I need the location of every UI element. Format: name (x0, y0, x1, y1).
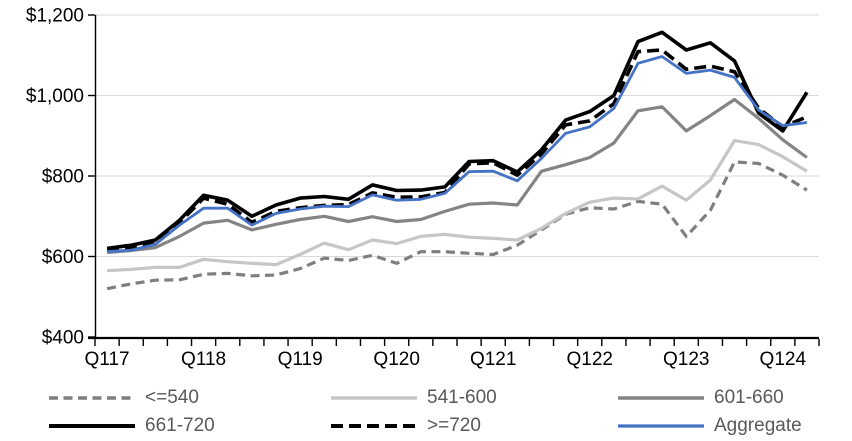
svg-text:Q120: Q120 (373, 349, 419, 370)
legend-swatch-lte-540-icon (49, 396, 135, 400)
legend-label-601-660: 601-660 (714, 387, 784, 408)
series-line-2 (106, 97, 808, 255)
svg-text:$600: $600 (42, 247, 84, 268)
svg-text:Q121: Q121 (470, 349, 516, 370)
legend-item-601-660: 601-660 (617, 386, 784, 410)
svg-text:Q118: Q118 (181, 349, 226, 370)
legend-item-aggregate: Aggregate (617, 414, 802, 438)
legend-swatch-661-720-icon (49, 424, 135, 428)
legend-swatch-gte-720-icon (331, 424, 417, 428)
y-axis-tick-labels: $400 $600 $800 $1,000 $1,200 (26, 6, 84, 349)
axes (88, 14, 820, 346)
x-axis-tick-labels: Q117 Q118 Q119 Q120 Q121 Q122 Q123 Q124 (85, 349, 807, 370)
legend-item-541-600: 541-600 (330, 386, 497, 410)
svg-text:Q119: Q119 (278, 349, 323, 370)
series-line-4 (106, 48, 808, 253)
legend-label-aggregate: Aggregate (714, 415, 802, 436)
series-line-3 (106, 30, 809, 251)
svg-text:$1,000: $1,000 (26, 86, 84, 107)
svg-text:$400: $400 (42, 328, 84, 349)
legend-item-lte-540: <=540 (48, 386, 199, 410)
svg-text:$800: $800 (42, 167, 84, 188)
legend-swatch-aggregate-icon (618, 424, 704, 428)
series-line-0 (106, 160, 808, 291)
series-line-1 (107, 139, 808, 273)
legend-swatch-601-660-icon (618, 396, 704, 400)
legend-label-541-600: 541-600 (427, 387, 497, 408)
legend-label-661-720: 661-720 (145, 415, 215, 436)
svg-text:Q123: Q123 (663, 349, 709, 370)
legend-item-gte-720: >=720 (330, 414, 481, 438)
legend-label-gte-720: >=720 (427, 415, 481, 436)
svg-text:Q117: Q117 (85, 349, 130, 370)
legend-swatch-541-600-icon (331, 396, 417, 400)
svg-text:Q122: Q122 (566, 349, 612, 370)
legend-item-661-720: 661-720 (48, 414, 215, 438)
svg-text:Q124: Q124 (760, 349, 807, 370)
legend-label-lte-540: <=540 (145, 387, 199, 408)
gridlines (95, 14, 819, 257)
svg-text:$1,200: $1,200 (26, 6, 84, 27)
series-line-5 (107, 55, 808, 254)
